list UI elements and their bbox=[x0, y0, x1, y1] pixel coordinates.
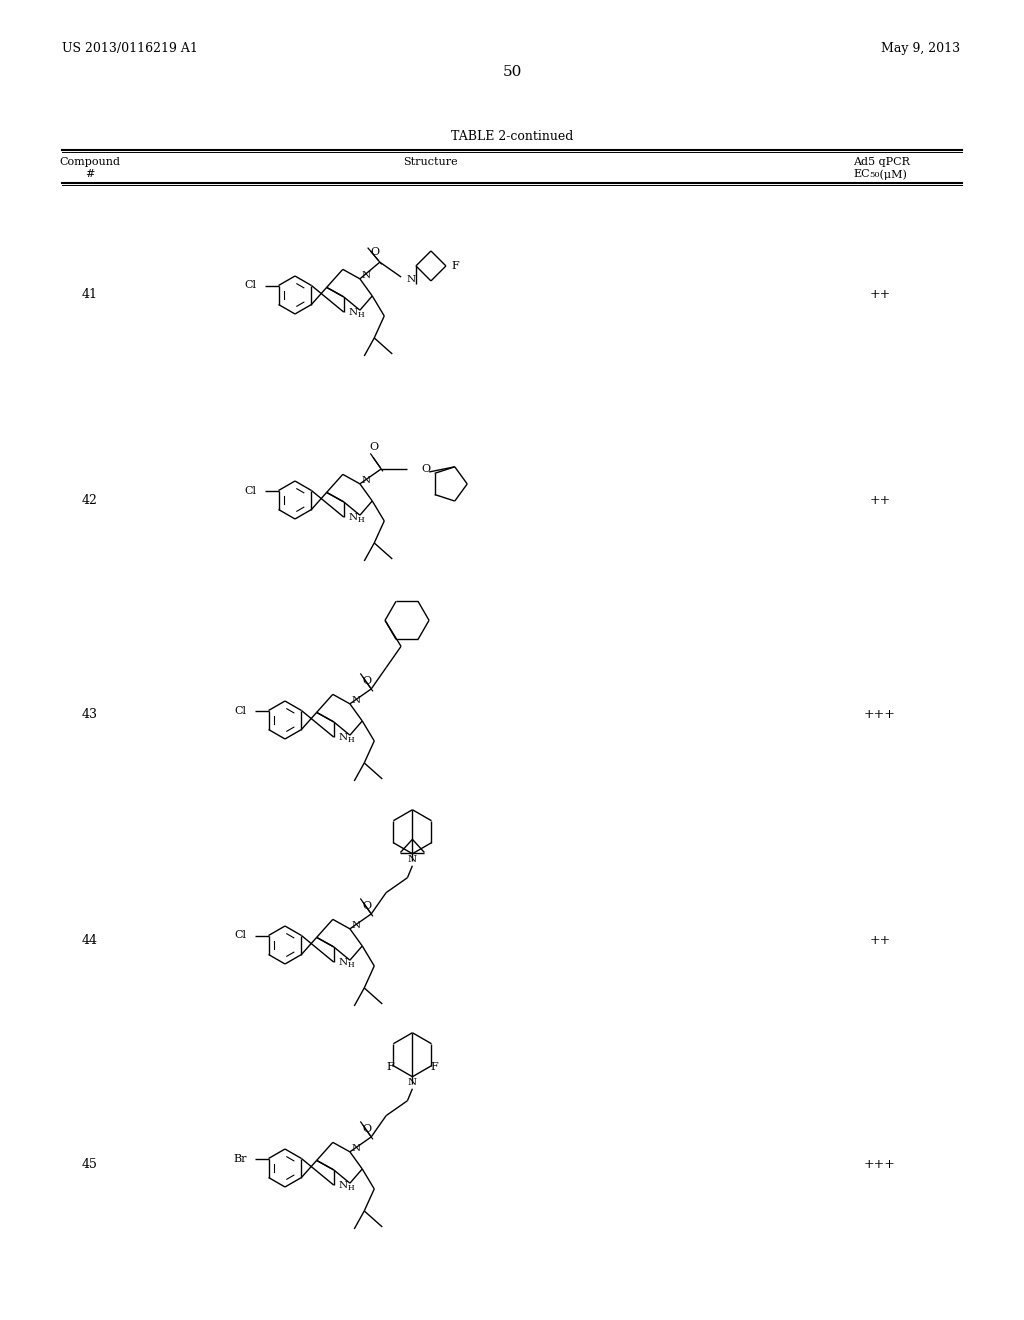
Text: ++: ++ bbox=[869, 289, 891, 301]
Text: +++: +++ bbox=[864, 709, 896, 722]
Text: Compound: Compound bbox=[59, 157, 121, 168]
Text: N: N bbox=[349, 512, 357, 521]
Text: 42: 42 bbox=[82, 494, 98, 507]
Text: 50: 50 bbox=[503, 65, 521, 79]
Text: Br: Br bbox=[233, 1154, 247, 1163]
Text: N: N bbox=[408, 1078, 417, 1088]
Text: N: N bbox=[352, 921, 361, 931]
Text: +++: +++ bbox=[864, 1159, 896, 1172]
Text: F: F bbox=[451, 261, 459, 271]
Text: O: O bbox=[362, 900, 372, 911]
Text: H: H bbox=[357, 312, 365, 319]
Text: F: F bbox=[386, 1061, 394, 1072]
Text: US 2013/0116219 A1: US 2013/0116219 A1 bbox=[62, 42, 198, 55]
Text: Cl: Cl bbox=[234, 931, 247, 940]
Text: O: O bbox=[362, 1123, 372, 1134]
Text: N: N bbox=[339, 733, 348, 742]
Text: 44: 44 bbox=[82, 933, 98, 946]
Text: ++: ++ bbox=[869, 933, 891, 946]
Text: TABLE 2-continued: TABLE 2-continued bbox=[451, 129, 573, 143]
Text: (μM): (μM) bbox=[876, 169, 907, 180]
Text: H: H bbox=[357, 516, 365, 524]
Text: 43: 43 bbox=[82, 709, 98, 722]
Text: N: N bbox=[361, 272, 371, 280]
Text: H: H bbox=[348, 961, 354, 969]
Text: Cl: Cl bbox=[245, 486, 257, 495]
Text: Cl: Cl bbox=[245, 281, 257, 290]
Text: 45: 45 bbox=[82, 1159, 98, 1172]
Text: ++: ++ bbox=[869, 494, 891, 507]
Text: Structure: Structure bbox=[402, 157, 458, 168]
Text: N: N bbox=[339, 1180, 348, 1189]
Text: N: N bbox=[349, 308, 357, 317]
Text: O: O bbox=[370, 442, 379, 451]
Text: 41: 41 bbox=[82, 289, 98, 301]
Text: N: N bbox=[361, 477, 371, 486]
Text: N: N bbox=[352, 697, 361, 705]
Text: N: N bbox=[408, 855, 417, 865]
Text: H: H bbox=[348, 1184, 354, 1192]
Text: EC: EC bbox=[853, 169, 869, 180]
Text: O: O bbox=[421, 463, 430, 474]
Text: N: N bbox=[352, 1144, 361, 1154]
Text: O: O bbox=[362, 676, 372, 686]
Text: May 9, 2013: May 9, 2013 bbox=[881, 42, 961, 55]
Text: #: # bbox=[85, 169, 94, 180]
Text: Ad5 qPCR: Ad5 qPCR bbox=[853, 157, 910, 168]
Text: H: H bbox=[348, 737, 354, 744]
Text: N: N bbox=[407, 276, 416, 284]
Text: O: O bbox=[370, 247, 379, 257]
Text: Cl: Cl bbox=[234, 705, 247, 715]
Text: 50: 50 bbox=[869, 172, 880, 180]
Text: F: F bbox=[430, 1061, 438, 1072]
Text: N: N bbox=[339, 957, 348, 966]
